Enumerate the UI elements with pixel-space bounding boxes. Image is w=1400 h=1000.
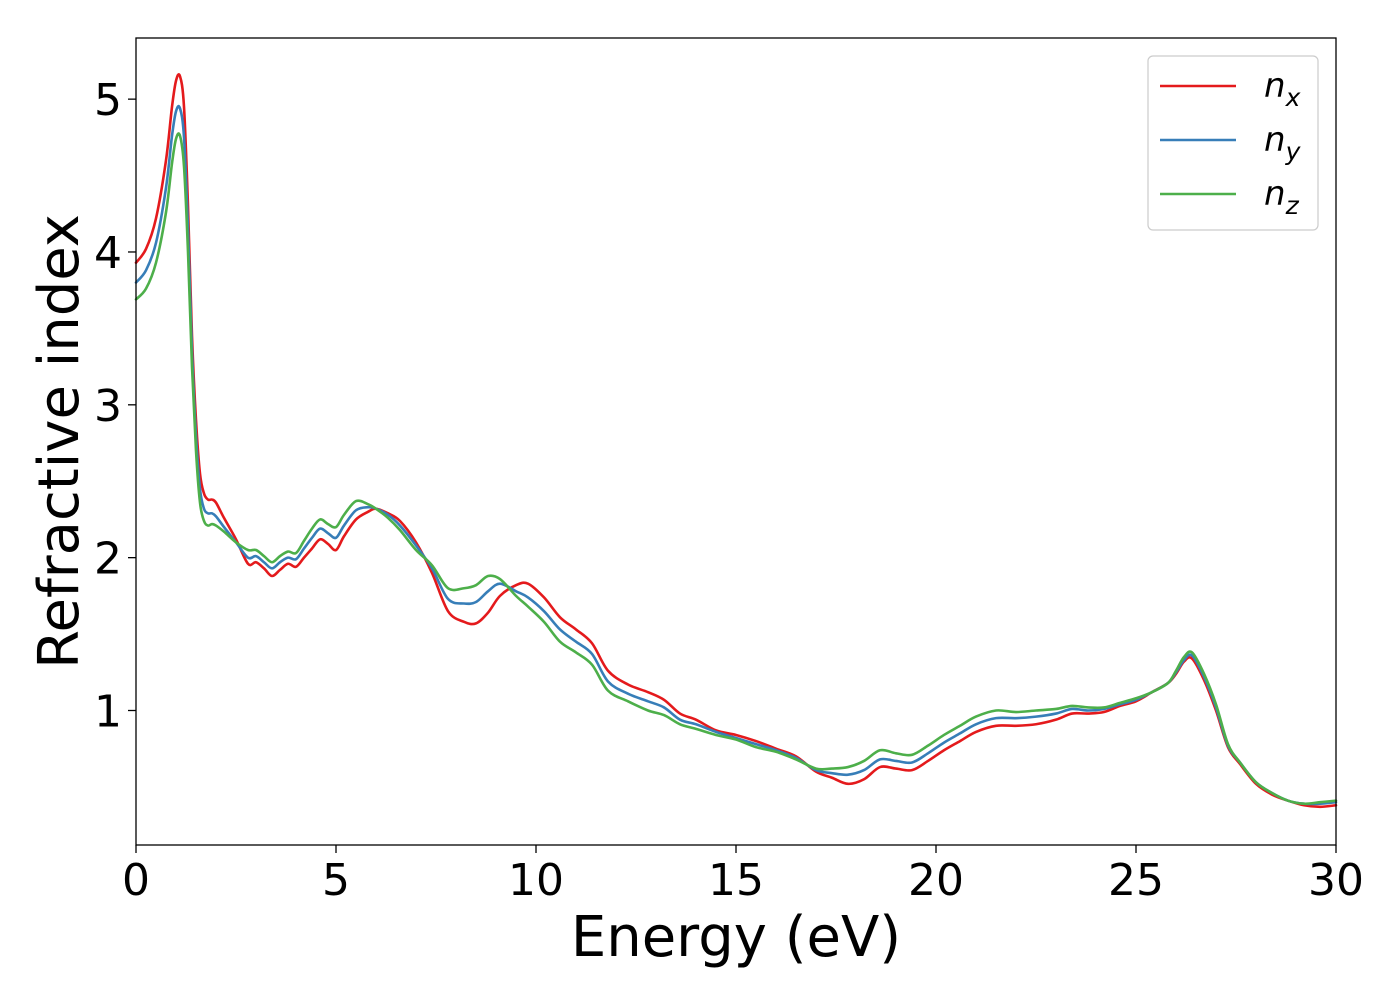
- legend-label-y: ny: [1264, 120, 1302, 166]
- x-tick-label: 15: [708, 855, 764, 906]
- y-tick-label: 1: [94, 687, 122, 738]
- x-tick-label: 0: [122, 855, 150, 906]
- ticks-layer: 0 5 10 15 20 25 30 1 2 3 4 5: [94, 75, 1364, 906]
- legend-label-x: nx: [1264, 66, 1301, 112]
- x-tick-label: 25: [1108, 855, 1164, 906]
- series-line-n-z: [134, 132, 1338, 806]
- legend-label-base: n: [1264, 66, 1286, 106]
- y-tick-label: 5: [94, 75, 122, 126]
- x-tick-label: 10: [508, 855, 564, 906]
- legend-label-subscript: z: [1285, 191, 1300, 220]
- y-tick-label: 4: [94, 228, 122, 279]
- series-line-n-x: [134, 73, 1338, 809]
- x-axis-label: Energy (eV): [571, 905, 901, 970]
- x-tick-label: 20: [908, 855, 964, 906]
- y-axis-label: Refractive index: [27, 214, 92, 669]
- series-layer: [134, 73, 1338, 809]
- legend-label-subscript: x: [1285, 83, 1301, 112]
- x-tick-label: 30: [1308, 855, 1364, 906]
- legend-box: [1147, 55, 1319, 231]
- y-tick-label: 2: [94, 534, 122, 585]
- legend-label-subscript: y: [1285, 137, 1302, 166]
- series-line-n-y: [134, 104, 1338, 806]
- legend-label-base: n: [1264, 174, 1286, 214]
- x-tick-label: 5: [322, 855, 350, 906]
- legend-label-base: n: [1264, 120, 1286, 160]
- y-tick-label: 3: [94, 381, 122, 432]
- legend-label-z: nz: [1264, 174, 1300, 220]
